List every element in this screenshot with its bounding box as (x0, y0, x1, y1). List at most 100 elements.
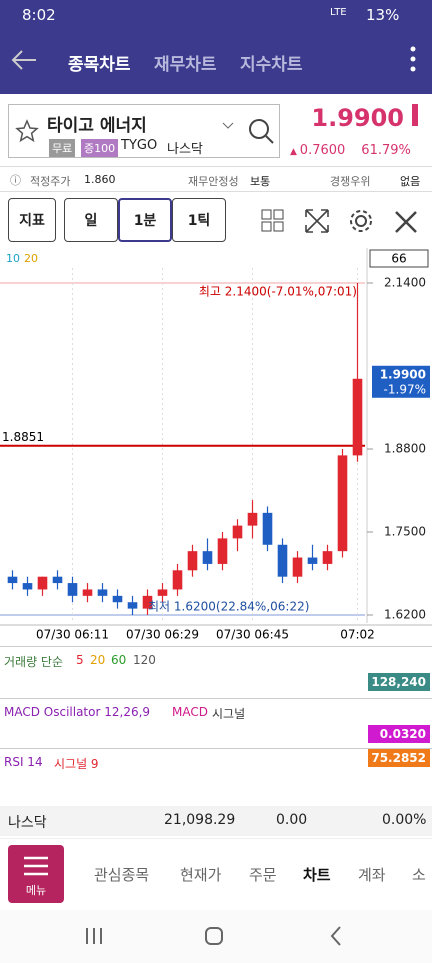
rsi-panel: RSI 14 시그널 9 75.2852 (0, 748, 432, 804)
candle-body (67, 583, 78, 596)
candle-body (202, 551, 213, 564)
candle-body (172, 570, 183, 590)
x-tick-label: 07:02 (340, 628, 375, 642)
indicator-label: 120 (133, 653, 156, 667)
candle-body (292, 557, 303, 577)
candle-body (352, 378, 363, 456)
nav-item[interactable]: 차트 (303, 866, 331, 884)
candle-body (52, 576, 63, 584)
ticker: TYGO (121, 138, 158, 153)
indicator-label: MACD (172, 705, 208, 719)
price-chart: 10 20 66 1.6200 1.7500 1.8800 2.1400 07/30 06:1… (0, 248, 432, 648)
y-tick-label: 2.1400 (384, 276, 426, 290)
home[interactable] (205, 927, 223, 945)
ma-legend: 10 (6, 252, 20, 265)
y-tick-label: 1.6200 (384, 608, 426, 622)
battery: 13% (366, 6, 400, 24)
index-name: 나스닥 (8, 815, 47, 831)
menu-icon (24, 856, 48, 876)
y-tick-label: 1.7500 (384, 525, 426, 539)
tab[interactable]: 종목차트 (68, 55, 131, 75)
price-tag (372, 365, 430, 398)
tool-button[interactable]: 지표 (8, 198, 56, 242)
stock-name: 타이고 에너지 (47, 116, 147, 136)
indicator-label: 60 (111, 653, 127, 667)
reference-label: 1.8851 (2, 430, 44, 444)
index-change-pct: 0.00% (382, 812, 427, 828)
help-icon: ⓘ (10, 174, 21, 187)
info-row: ⓘ 적정주가 1.860 재무안정성 보통 경쟁우위 없음 (0, 166, 432, 192)
menu-label: 메뉴 (25, 884, 47, 897)
nav-item[interactable]: 관심종목 (94, 866, 150, 884)
y-tick-label: 1.8800 (384, 442, 426, 456)
nav-item[interactable]: 주문 (249, 866, 277, 884)
tab[interactable]: 재무차트 (154, 55, 217, 75)
change-value: 0.7600 (299, 143, 346, 158)
indicator-value: 128,240 (368, 673, 430, 691)
candle-body (82, 589, 93, 596)
price-tag-label: 1.9900 (380, 367, 426, 381)
high-annotation: 최고 2.1400(-7.01%,07:01) (199, 285, 357, 299)
back-button[interactable] (10, 48, 38, 72)
candle-body (322, 551, 333, 564)
market: 나스닥 (167, 142, 203, 157)
more-menu[interactable] (408, 44, 418, 74)
count-box (369, 249, 429, 268)
candle-body (97, 589, 108, 596)
candle-body (112, 595, 123, 603)
search-icon[interactable] (221, 117, 281, 147)
volume-panel: 거래량 단순 5 20 60 120 128,240 (0, 646, 432, 696)
indicator-value: 0.0320 (368, 725, 430, 743)
candle-body (307, 557, 318, 564)
tool-icons[interactable] (258, 206, 428, 236)
candle-body (247, 512, 258, 526)
indicator-label: 20 (90, 653, 106, 667)
info-value: 보통 (250, 175, 271, 188)
info-label: 적정주가 (30, 175, 71, 188)
indicator-label: 시그널 9 (54, 757, 99, 771)
candle-body (22, 583, 33, 590)
indicator-value: 75.2852 (368, 749, 430, 767)
info-value: 없음 (400, 175, 421, 188)
nav-item[interactable]: 소 (412, 866, 426, 884)
tab[interactable]: 지수차트 (240, 55, 303, 75)
indicator-label: 5 (76, 653, 84, 667)
stock-box[interactable]: 타이고 에너지 무료 증100 TYGO 나스닥 (8, 104, 280, 158)
status-bar: 8:02 LTE 13% (0, 0, 432, 30)
candle-body (127, 602, 138, 609)
info-value: 1.860 (84, 173, 116, 186)
badge: 무료 (49, 139, 76, 157)
candle-body (157, 589, 168, 596)
tool-button[interactable]: 일 (64, 198, 118, 242)
indicator-label: RSI 14 (4, 755, 43, 769)
system-nav (0, 910, 432, 963)
candle-body (217, 538, 228, 564)
index-row: 나스닥 21,098.29 0.00 0.00% (0, 806, 432, 836)
back[interactable] (330, 926, 341, 946)
change: ▲ 0.7600 61.79% (290, 143, 411, 158)
candle-body (37, 576, 48, 590)
bottom-nav: 메뉴 관심종목 현재가 주문 차트 계좌 소 (0, 838, 432, 910)
change-pct: 61.79% (361, 143, 411, 158)
recent-apps[interactable] (86, 928, 102, 944)
price-bar (412, 104, 418, 126)
favorite-star[interactable] (15, 119, 39, 143)
price-tag-change: -1.97% (384, 382, 426, 396)
index-value: 21,098.29 (164, 812, 236, 828)
ma-legend: 20 (24, 252, 38, 265)
menu-button[interactable]: 메뉴 (8, 845, 64, 903)
nav-item[interactable]: 계좌 (358, 866, 386, 884)
macd-panel: MACD Oscillator 12,26,9 MACD 시그널 0.0320 (0, 698, 432, 746)
tool-button[interactable]: 1틱 (172, 198, 226, 242)
current-price: 1.9900 (311, 104, 404, 132)
info-label: 재무안정성 (188, 175, 239, 188)
index-change: 0.00 (276, 812, 308, 828)
header: 종목차트 재무차트 지수차트 (0, 30, 432, 94)
x-tick-label: 07/30 06:45 (216, 628, 289, 642)
candle-body (337, 455, 348, 552)
x-tick-label: 07/30 06:29 (126, 628, 199, 642)
nav-item[interactable]: 현재가 (180, 866, 222, 884)
tool-button[interactable]: 1분 (118, 198, 172, 242)
price: 1.9900 (311, 104, 418, 132)
